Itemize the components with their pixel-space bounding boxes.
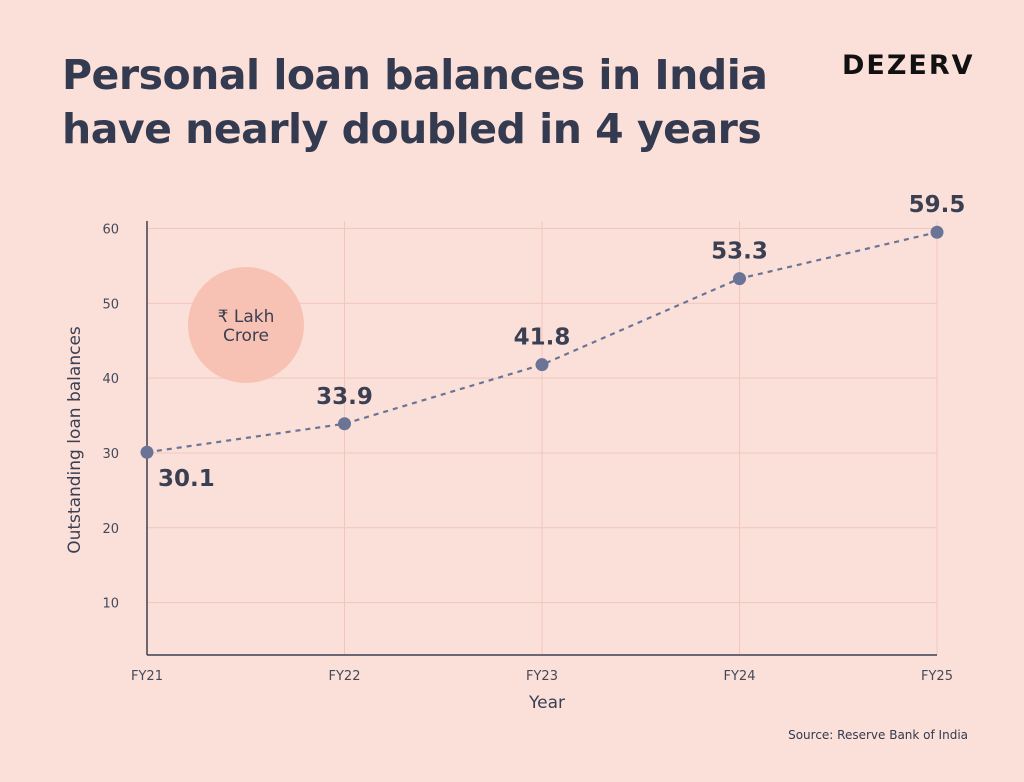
y-tick-label: 60	[102, 222, 119, 237]
data-point	[140, 445, 154, 459]
series-line-path	[146, 231, 938, 454]
data-label: 41.8	[514, 325, 571, 351]
x-tick-label: FY22	[329, 669, 361, 684]
brand-logo: DEZERV	[842, 50, 975, 81]
y-axis-title: Outstanding loan balances	[65, 326, 85, 554]
x-tick-label: FY24	[724, 669, 756, 684]
data-point	[338, 417, 351, 431]
y-tick-label: 50	[102, 297, 119, 312]
data-label: 59.5	[909, 192, 966, 218]
data-label: 33.9	[316, 384, 373, 410]
data-label: 53.3	[711, 239, 768, 265]
data-label: 30.1	[158, 466, 215, 492]
series-line	[146, 231, 938, 454]
data-point	[535, 358, 549, 372]
source-note: Source: Reserve Bank of India	[788, 728, 968, 742]
page-title: Personal loan balances in India have nea…	[62, 51, 768, 153]
unit-badge-line1: ₹ Lakh	[218, 307, 275, 327]
data-point	[930, 225, 944, 239]
x-tick-labels: FY21 FY22 FY23 FY24 FY25	[131, 669, 953, 684]
grid-lines	[147, 221, 938, 655]
y-tick-labels: 10 20 30 40 50 60	[102, 222, 119, 611]
data-point	[733, 272, 746, 286]
data-points	[140, 225, 944, 459]
y-tick-label: 40	[102, 372, 119, 387]
y-tick-label: 30	[102, 447, 119, 462]
unit-badge-line2: Crore	[223, 326, 269, 346]
x-tick-label: FY25	[921, 669, 953, 684]
unit-badge-circle	[188, 267, 304, 383]
y-tick-label: 10	[102, 597, 119, 612]
x-tick-label: FY21	[131, 669, 163, 684]
y-tick-label: 20	[102, 522, 119, 537]
data-labels: 30.1 33.9 41.8 53.3 59.5	[158, 192, 965, 492]
unit-badge: ₹ Lakh Crore	[188, 267, 304, 383]
axes	[146, 221, 937, 656]
x-tick-label: FY23	[526, 669, 558, 684]
x-axis-title: Year	[528, 693, 565, 713]
